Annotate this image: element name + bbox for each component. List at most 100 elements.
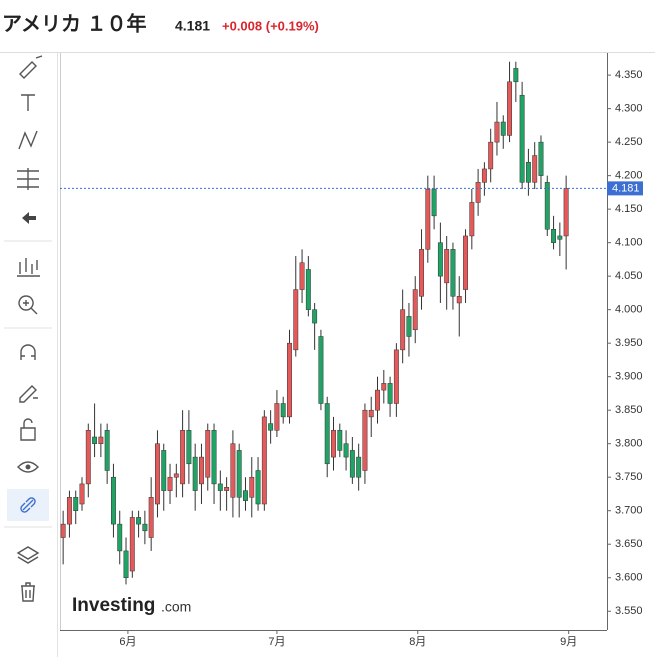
candle-body: [243, 490, 248, 501]
x-tick-label: 7月: [268, 636, 285, 648]
y-tick-label: 3.550: [615, 605, 643, 617]
candle-body: [406, 316, 412, 337]
candle-body: [230, 443, 236, 498]
magnet-tool[interactable]: [20, 344, 36, 360]
watermark-brand: Investing: [72, 595, 155, 616]
header: [0, 0, 655, 52]
chart-title: アメリカ １０年: [2, 11, 147, 35]
watermark-domain: .com: [161, 599, 191, 615]
zoom-tool[interactable]: [18, 295, 38, 315]
candle-body: [268, 423, 274, 431]
candle-body: [557, 235, 563, 240]
indicator-tool[interactable]: [17, 258, 40, 277]
y-tick-label: 4.000: [615, 304, 643, 316]
text-tool[interactable]: [21, 94, 35, 111]
candle-body: [123, 550, 129, 578]
candle-body: [425, 188, 431, 250]
candle-body: [104, 430, 110, 471]
candle-body: [437, 242, 443, 277]
candle-body: [92, 436, 98, 444]
candle-body: [337, 430, 343, 451]
price-change: +0.008 (+0.19%): [222, 18, 319, 33]
y-tick-label: 3.950: [615, 337, 643, 349]
delete-tool[interactable]: [21, 582, 35, 602]
candle-body: [236, 450, 242, 498]
candle-body: [393, 349, 399, 404]
candle-body: [73, 497, 79, 511]
candle-body: [66, 497, 72, 525]
y-tick-label: 4.150: [615, 203, 643, 215]
candle-body: [362, 409, 368, 471]
candle-body: [463, 235, 468, 290]
toolbar: [4, 55, 52, 602]
fib-tool[interactable]: [17, 168, 39, 190]
price-label-bg: [607, 181, 643, 196]
candle-body: [375, 389, 380, 411]
candle-body: [488, 141, 494, 170]
candle-body: [312, 309, 318, 324]
lock-tool[interactable]: [20, 418, 36, 441]
y-tick-label: 4.250: [615, 136, 643, 148]
candle-body: [161, 450, 167, 491]
candle-body: [85, 430, 91, 485]
candle-body: [280, 403, 286, 418]
candle-body: [287, 342, 292, 418]
candle-body: [431, 188, 437, 217]
candle-body: [507, 81, 512, 136]
link-tool[interactable]: [20, 497, 36, 513]
candle-body: [299, 262, 305, 290]
candle-body: [293, 289, 299, 351]
x-tick-label: 9月: [560, 636, 577, 648]
candle-body: [249, 476, 255, 498]
x-tick-label: 6月: [119, 636, 136, 648]
candle-body: [60, 523, 66, 538]
candle-body: [331, 430, 336, 458]
candle-body: [110, 476, 116, 525]
y-tick-label: 3.700: [615, 505, 643, 517]
candle-body: [117, 523, 123, 552]
y-tick-label: 4.200: [615, 170, 643, 182]
x-tick-label: 8月: [409, 636, 426, 648]
candle-body: [324, 403, 330, 465]
candle-body: [494, 121, 500, 143]
brush-tool[interactable]: [19, 55, 43, 79]
back-tool[interactable]: [22, 212, 36, 224]
candle-body: [79, 483, 85, 505]
candle-body: [481, 168, 487, 183]
y-tick-label: 3.800: [615, 438, 643, 450]
candle-body: [167, 476, 173, 491]
candle-body: [217, 483, 223, 491]
candle-body: [400, 309, 406, 351]
edit-tool[interactable]: [19, 385, 38, 403]
y-tick-label: 4.300: [615, 103, 643, 115]
candle-body: [305, 269, 311, 310]
y-tick-label: 3.900: [615, 371, 643, 383]
candle-body: [356, 456, 362, 478]
candle-body: [475, 182, 481, 203]
layers-tool[interactable]: [16, 546, 40, 564]
candle-body: [551, 228, 557, 243]
y-tick-label: 4.100: [615, 237, 643, 249]
candle-body: [180, 430, 186, 485]
candle-body: [211, 430, 217, 485]
y-tick-label: 3.750: [615, 471, 643, 483]
candle-body: [343, 443, 349, 458]
pattern-tool[interactable]: [18, 130, 38, 150]
candle-body: [199, 456, 204, 485]
candle-body: [456, 296, 462, 304]
visibility-tool[interactable]: [17, 461, 39, 473]
y-tick-label: 4.050: [615, 270, 643, 282]
candle-body: [525, 161, 531, 183]
candle-body: [173, 473, 179, 478]
candle-body: [349, 450, 355, 478]
candle-body: [538, 141, 544, 176]
candle-body: [136, 517, 142, 525]
candle-body: [469, 202, 475, 237]
candle-body: [224, 487, 230, 491]
candle-body: [205, 430, 211, 478]
candle-body: [519, 94, 525, 183]
candle-body: [419, 249, 424, 297]
candle-body: [98, 436, 104, 444]
